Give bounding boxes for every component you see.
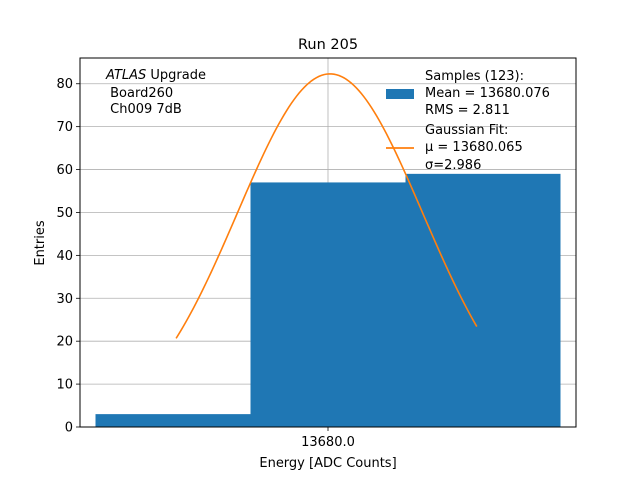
annotation-upgrade: Upgrade — [146, 68, 206, 83]
legend-samples-text-2: RMS = 2.811 — [425, 103, 510, 118]
histogram-bar-1 — [250, 182, 406, 427]
atlas-annotation: ATLAS Upgrade Board260 Ch009 7dB — [105, 68, 206, 117]
annotation-line-1: ATLAS Upgrade — [105, 68, 206, 83]
y-tick-label-40: 40 — [56, 249, 73, 264]
y-tick-label-50: 50 — [56, 206, 73, 221]
histogram-bars — [95, 173, 561, 427]
y-tick-label-80: 80 — [56, 77, 73, 92]
annotation-board: Board260 — [106, 86, 173, 101]
legend-fit-text-1: μ = 13680.065 — [425, 140, 523, 155]
gaussian-fit-curve — [175, 73, 478, 339]
legend-fit-text-0: Gaussian Fit: — [425, 123, 508, 138]
y-tick-label-60: 60 — [56, 163, 73, 178]
annotation-atlas: ATLAS — [105, 68, 146, 83]
y-tick-label-20: 20 — [56, 335, 73, 350]
chart-title: Run 205 — [298, 37, 358, 53]
legend: Samples (123): Mean = 13680.076 RMS = 2.… — [386, 69, 550, 173]
gaussian-fit-layer — [175, 73, 478, 339]
x-axis-label: Energy [ADC Counts] — [259, 456, 396, 471]
y-tick-label-70: 70 — [56, 120, 73, 135]
legend-samples-text-0: Samples (123): — [425, 69, 524, 84]
x-axis: 13680.0 — [301, 427, 355, 450]
y-tick-label-10: 10 — [56, 378, 73, 393]
annotation-channel: Ch009 7dB — [106, 102, 182, 117]
y-tick-label-30: 30 — [56, 292, 73, 307]
histogram-bar-0 — [95, 414, 251, 427]
legend-fit-text-2: σ=2.986 — [425, 158, 481, 173]
y-axis: 0 10 20 30 40 50 60 70 80 — [56, 77, 80, 436]
legend-samples-patch — [386, 89, 414, 99]
histogram-bar-2 — [405, 173, 561, 427]
x-tick-label-0: 13680.0 — [301, 435, 355, 450]
y-tick-label-0: 0 — [65, 421, 73, 436]
legend-samples-text-1: Mean = 13680.076 — [425, 86, 550, 101]
y-axis-label: Entries — [33, 220, 48, 266]
